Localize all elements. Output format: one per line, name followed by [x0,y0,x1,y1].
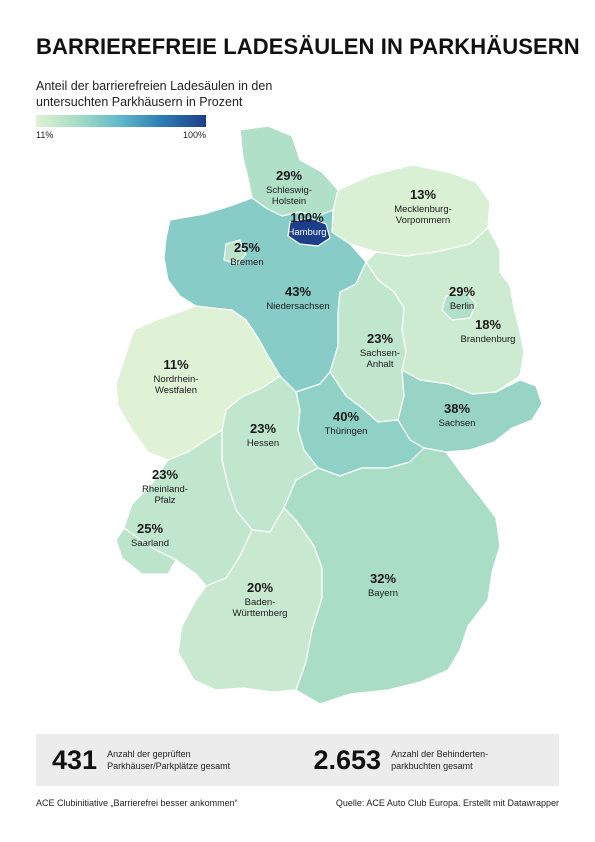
state-name-label: Hessen [247,438,279,449]
footer-source: Quelle: ACE Auto Club Europa. Erstellt m… [335,798,559,808]
state-value-label: 25% [137,521,163,536]
state-value-label: 32% [370,571,396,586]
footer: ACE Clubinitiative „Barrierefrei besser … [36,798,559,808]
legend-labels: 11% 100% [36,130,206,140]
stat-description: Anzahl der geprüften Parkhäuser/Parkplät… [107,749,231,771]
stat-number: 431 [52,744,98,775]
state-name-label: Bayern [368,588,398,599]
state-value-label: 40% [333,409,359,424]
state-label-ni: 43% Niedersachsen [266,284,329,312]
legend-max-label: 100% [182,130,206,140]
state-label-be: 29% Berlin [449,284,475,312]
state-name-label: Sachsen- [360,348,400,359]
state-name-label: Westfalen [155,385,197,396]
state-name-label: Hamburg [287,227,326,238]
page-title: BARRIEREFREIE LADESÄULEN IN PARKHÄUSERN [36,34,580,59]
state-value-label: 23% [367,331,393,346]
state-value-label: 20% [247,580,273,595]
state-label-sh: 29% Schleswig-Holstein [266,168,312,207]
state-name-label: Rheinland- [142,484,188,495]
state-name-label: Vorpommern [396,215,450,226]
state-saarland[interactable] [115,527,177,575]
legend-gradient-bar [36,115,206,127]
state-label-mv: 13% Mecklenburg-Vorpommern [394,187,452,226]
state-name-label: Württemberg [233,608,288,619]
legend-min-label: 11% [36,130,54,140]
state-value-label: 38% [444,401,470,416]
state-name-label: Baden- [245,597,276,608]
state-name-label: Saarland [131,538,169,549]
state-label-sl: 25% Saarland [131,521,169,549]
stat-parkhaeuser: 431 Anzahl der geprüften Parkhäuser/Park… [36,745,298,776]
state-name-label: Anhalt [367,359,394,370]
state-value-label: 29% [449,284,475,299]
state-label-st: 23% Sachsen-Anhalt [360,331,400,370]
state-label-by: 32% Bayern [368,571,398,599]
state-name-label: Niedersachsen [266,301,329,312]
state-value-label: 18% [475,317,501,332]
state-name-label: Bremen [230,257,263,268]
state-shapes [115,125,543,705]
state-value-label: 11% [163,357,189,372]
state-name-label: Mecklenburg- [394,204,452,215]
state-value-label: 23% [152,467,178,482]
state-name-label: Holstein [272,196,306,207]
germany-map: 29% Schleswig-Holstein 100% Hamburg 13% Meckl… [115,125,543,705]
state-label-bw: 20% Baden-Württemberg [233,580,288,619]
state-value-label: 13% [410,187,436,202]
state-name-label: Berlin [450,301,474,312]
stat-behindertenparkbuchten: 2.653 Anzahl der Behinderten-parkbuchten… [298,745,560,776]
state-label-sn: 38% Sachsen [439,401,476,429]
map-subtitle: Anteil der barrierefreien Ladesäulen in … [36,79,273,109]
state-label-bb: 18% Brandenburg [461,317,516,345]
state-label-th: 40% Thüringen [325,409,368,437]
stats-panel: 431 Anzahl der geprüften Parkhäuser/Park… [36,734,559,786]
stat-description: Anzahl der Behinderten-parkbuchten gesam… [391,749,489,771]
stat-number: 2.653 [313,744,382,775]
state-value-label: 100% [290,210,324,225]
state-bayern[interactable] [283,447,501,705]
state-value-label: 29% [276,168,302,183]
state-label-nw: 11% Nordrhein-Westfalen [154,357,199,396]
state-name-label: Nordrhein- [154,374,199,385]
state-name-label: Sachsen [439,418,476,429]
state-label-rp: 23% Rheinland-Pfalz [142,467,188,506]
state-name-label: Thüringen [325,426,368,437]
state-label-he: 23% Hessen [247,421,279,449]
state-berlin[interactable] [441,291,477,321]
footer-initiative: ACE Clubinitiative „Barrierefrei besser … [36,798,238,808]
state-value-label: 23% [250,421,276,436]
state-hamburg[interactable] [287,217,331,247]
state-label-hb: 25% Bremen [230,240,263,268]
state-value-label: 43% [285,284,311,299]
state-name-label: Schleswig- [266,185,312,196]
color-legend: 11% 100% [36,115,206,140]
state-name-label: Pfalz [154,495,175,506]
state-name-label: Brandenburg [461,334,516,345]
state-label-hh: 100% Hamburg [287,210,326,238]
state-bremen[interactable] [223,239,247,265]
state-value-label: 25% [234,240,260,255]
state-labels: 29% Schleswig-Holstein 100% Hamburg 13% Meckl… [131,168,515,619]
